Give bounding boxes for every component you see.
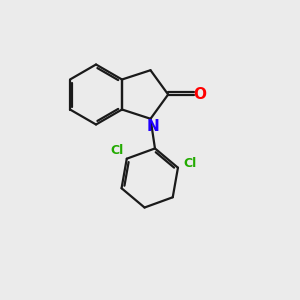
Text: Cl: Cl (183, 157, 196, 170)
Text: N: N (147, 119, 160, 134)
Text: Cl: Cl (110, 144, 124, 157)
Text: O: O (194, 87, 207, 102)
